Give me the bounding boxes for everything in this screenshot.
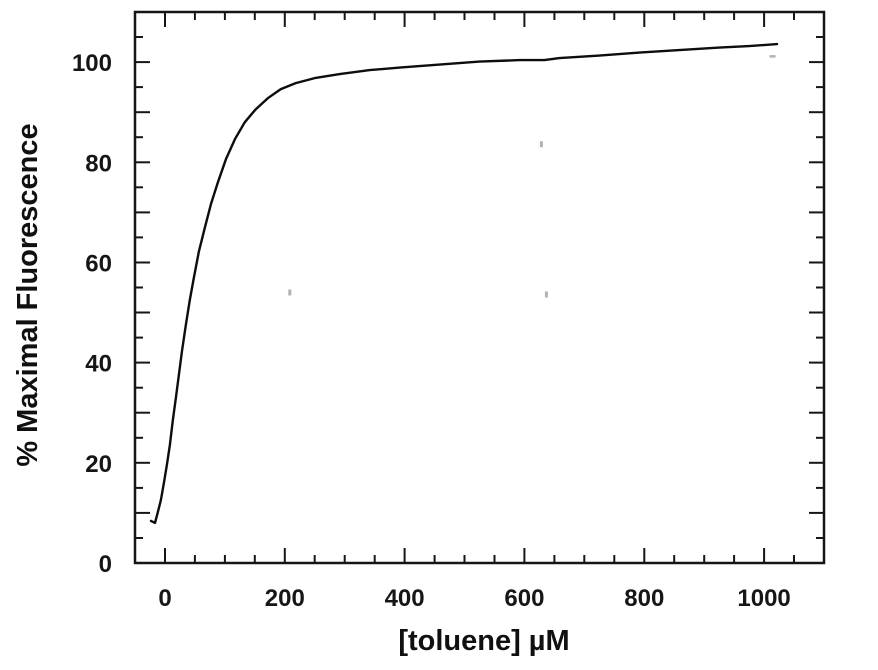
y-tick-label: 40	[85, 351, 112, 378]
x-tick-label: 200	[265, 585, 305, 612]
y-tick-label: 60	[85, 251, 112, 278]
scan-speck	[539, 141, 543, 148]
scan-speck	[288, 289, 292, 296]
y-tick-label: 0	[99, 551, 112, 578]
axis-ticks	[135, 12, 824, 563]
x-tick-label: 600	[504, 585, 544, 612]
y-tick-label: 100	[72, 50, 112, 77]
scan-artifact-specks	[288, 55, 776, 298]
titration-curve	[149, 42, 779, 525]
x-axis-title: [toluene] µM	[398, 625, 569, 657]
x-tick-label: 400	[385, 585, 425, 612]
axis-tick-labels: 0 200 400 600 800 1000 0 20 40 60 80 100	[72, 50, 791, 612]
x-tick-label: 0	[158, 585, 171, 612]
y-tick-label: 20	[85, 451, 112, 478]
y-tick-label: 80	[85, 150, 112, 177]
x-tick-label: 1000	[737, 585, 790, 612]
scan-speck	[769, 55, 776, 58]
scan-speck	[544, 291, 548, 298]
plot-frame	[133, 10, 826, 565]
y-axis-title: % Maximal Fluorescence	[12, 123, 44, 466]
plot-frame-rect	[133, 10, 826, 565]
x-tick-label: 800	[624, 585, 664, 612]
data-series-curve	[149, 42, 779, 525]
